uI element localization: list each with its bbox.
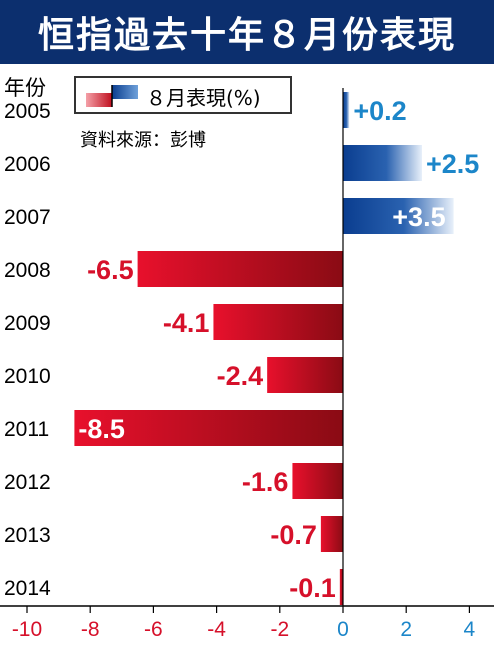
year-label-2012: 2012 <box>4 471 51 494</box>
bar-2011 <box>74 410 344 446</box>
value-label-2006: +2.5 <box>426 149 479 179</box>
year-label-2009: 2009 <box>4 312 51 335</box>
bar-2012 <box>292 463 343 499</box>
bars-layer: 2005 +0.2 2006 +2.5 2007 +3.5 2008 -6.5 2009 -4.1… <box>4 92 479 605</box>
value-label-2007: +3.5 <box>392 202 445 232</box>
title-bar: 恒指過去十年８月份表現 <box>0 0 494 64</box>
bar-2014 <box>339 569 343 605</box>
year-label-2005: 2005 <box>4 100 51 123</box>
bar-2006 <box>343 145 422 181</box>
year-header: 年份 <box>4 76 46 100</box>
legend-label: ８月表現(%) <box>146 86 261 110</box>
value-label-2005: +0.2 <box>353 96 406 126</box>
x-tick-label-0: -10 <box>12 618 42 641</box>
year-label-2013: 2013 <box>4 524 51 547</box>
x-tick-label-4: -2 <box>270 618 289 641</box>
year-label-2010: 2010 <box>4 365 51 388</box>
year-label-2011: 2011 <box>4 418 49 441</box>
chart-title: 恒指過去十年８月份表現 <box>37 15 456 56</box>
year-label-2006: 2006 <box>4 153 51 176</box>
x-tick-label-3: -4 <box>207 618 226 641</box>
year-label-2014: 2014 <box>4 577 51 600</box>
bar-2009 <box>213 304 343 340</box>
bar-2007 <box>343 198 454 234</box>
value-label-2008: -6.5 <box>87 255 134 285</box>
source-note: 資料來源：彭博 <box>80 130 206 151</box>
x-tick-label-5: 0 <box>337 618 349 641</box>
x-tick-label-6: 2 <box>400 618 412 641</box>
year-label-2007: 2007 <box>4 206 51 229</box>
x-tick-label-2: -6 <box>144 618 163 641</box>
value-label-2013: -0.7 <box>270 520 317 550</box>
value-label-2010: -2.4 <box>217 361 264 391</box>
bar-2008 <box>137 251 343 287</box>
x-tick-label-1: -8 <box>81 618 100 641</box>
year-label-2008: 2008 <box>4 259 51 282</box>
value-label-2009: -4.1 <box>163 308 210 338</box>
bar-2013 <box>320 516 343 552</box>
bar-2010 <box>267 357 343 393</box>
value-label-2012: -1.6 <box>242 467 289 497</box>
value-label-2011: -8.5 <box>78 414 125 444</box>
legend: ８月表現(%) <box>74 76 292 114</box>
value-label-2014: -0.1 <box>289 573 336 603</box>
x-axis: -10 -8 -6 -4 -2 0 2 4 <box>0 88 494 641</box>
x-tick-label-7: 4 <box>464 618 476 641</box>
legend-swatch <box>86 85 138 107</box>
bar-2005 <box>343 92 350 128</box>
